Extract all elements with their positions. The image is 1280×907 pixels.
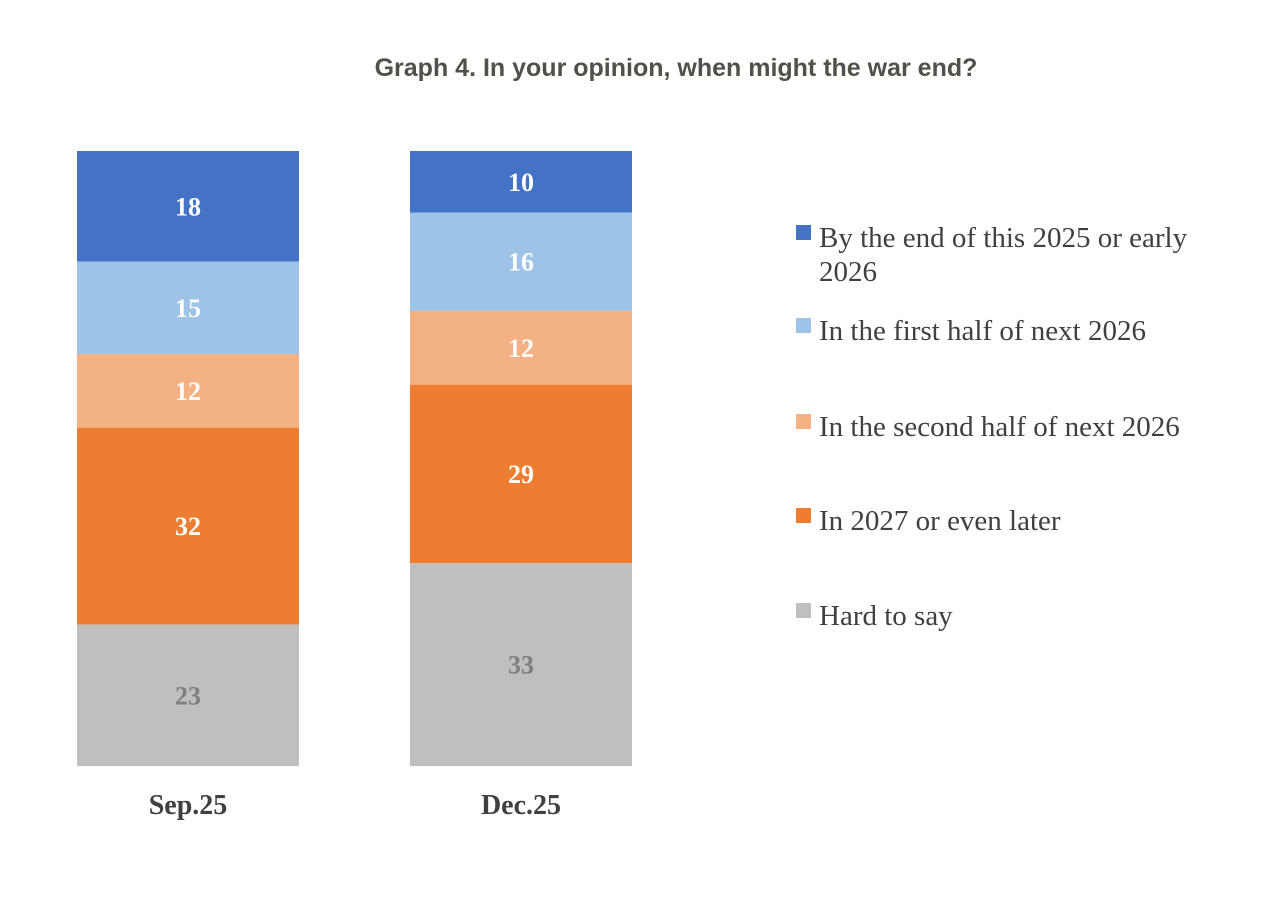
bar-segment-dec25-s2 bbox=[410, 310, 632, 385]
bar-segment-dec25-s0 bbox=[410, 151, 632, 213]
legend-swatch bbox=[796, 508, 811, 523]
bar-segment-sep25-s1 bbox=[77, 261, 299, 354]
category-labels-group: Sep.25 Dec.25 bbox=[149, 790, 561, 821]
legend-label: In 2027 or even later bbox=[819, 505, 1061, 537]
bar-segment-sep25-s3 bbox=[77, 427, 299, 625]
bar-segment-sep25-s2 bbox=[77, 353, 299, 428]
data-label: 10 bbox=[508, 168, 534, 197]
legend-label: In the first half of next 2026 bbox=[819, 315, 1146, 347]
bar-segment-dec25-s3 bbox=[410, 384, 632, 564]
data-label: 29 bbox=[508, 460, 534, 489]
category-label: Dec.25 bbox=[481, 790, 561, 821]
data-label: 33 bbox=[508, 651, 534, 680]
legend-swatch bbox=[796, 603, 811, 618]
bar-segment-dec25-s4 bbox=[410, 563, 632, 766]
legend-label: In the second half of next 2026 bbox=[819, 411, 1180, 443]
bar-segment-dec25-s1 bbox=[410, 212, 632, 311]
bar-segment-sep25-s0 bbox=[77, 151, 299, 262]
bars-group: 18 15 12 32 23 10 16 12 29 33 bbox=[77, 151, 632, 766]
legend-swatch bbox=[796, 414, 811, 429]
data-label: 12 bbox=[175, 377, 201, 406]
legend-swatch bbox=[796, 318, 811, 333]
data-label: 12 bbox=[508, 334, 534, 363]
legend-label: By the end of this 2025 or early bbox=[819, 222, 1188, 254]
legend-label: 2026 bbox=[819, 256, 877, 288]
data-label: 15 bbox=[175, 294, 201, 323]
data-label: 18 bbox=[175, 192, 201, 221]
data-label: 32 bbox=[175, 512, 201, 541]
bar-segment-sep25-s4 bbox=[77, 624, 299, 766]
data-label: 16 bbox=[508, 248, 534, 277]
legend-swatch bbox=[796, 225, 811, 240]
chart-title: Graph 4. In your opinion, when might the… bbox=[375, 54, 978, 82]
data-label: 23 bbox=[175, 681, 201, 710]
category-label: Sep.25 bbox=[149, 790, 228, 821]
legend-label: Hard to say bbox=[819, 600, 953, 632]
